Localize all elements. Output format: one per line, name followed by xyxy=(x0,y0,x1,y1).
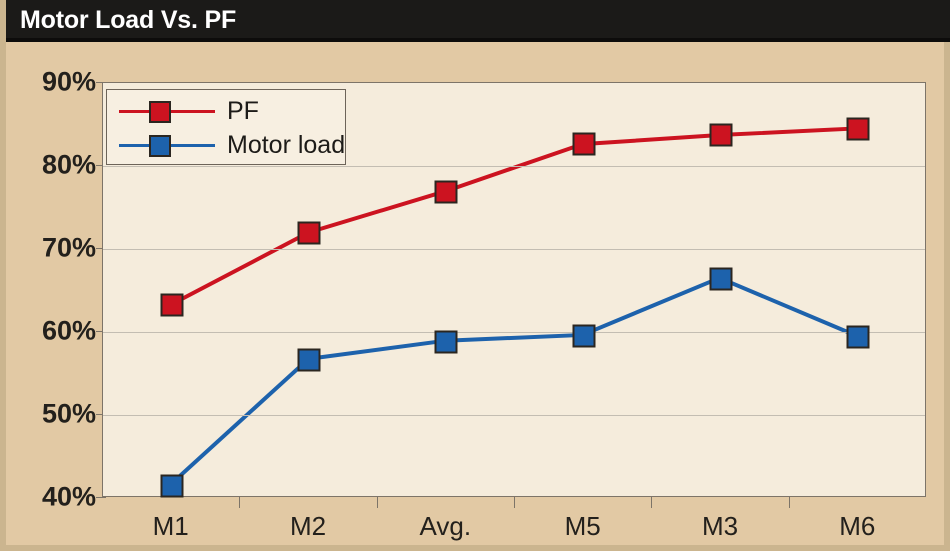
data-point-marker xyxy=(297,348,321,372)
y-axis-tick-mark xyxy=(96,82,106,83)
data-point-marker xyxy=(434,180,458,204)
legend-item-label: Motor load xyxy=(227,131,346,159)
x-axis-tick-mark xyxy=(239,497,241,508)
data-point-marker xyxy=(160,474,184,498)
gridline xyxy=(103,166,925,167)
x-axis-tick-label: M1 xyxy=(152,511,189,541)
x-axis-tick-label: Avg. xyxy=(419,511,472,541)
chart-legend: PF Motor load xyxy=(106,89,346,165)
legend-item: Motor load xyxy=(107,128,345,162)
x-axis-tick-label: M5 xyxy=(564,511,601,541)
x-axis-tick-label: M3 xyxy=(701,511,739,541)
legend-item-label: PF xyxy=(227,97,259,125)
y-axis-tick-mark xyxy=(96,165,106,166)
legend-marker-icon xyxy=(149,135,171,157)
legend-marker-icon xyxy=(149,101,171,123)
series-line xyxy=(170,126,857,307)
y-axis-tick-label: 50% xyxy=(41,398,96,429)
series-line xyxy=(170,275,858,486)
y-axis: 40% 50% 60% 70% 80% 90% xyxy=(12,67,106,512)
x-axis-tick-label: M6 xyxy=(839,511,876,541)
chart-title-bar: Motor Load Vs. PF xyxy=(6,0,950,42)
y-axis-tick-label: 90% xyxy=(41,66,96,97)
x-axis: M1 M2 Avg. M5 M3 M6 xyxy=(102,497,926,551)
series-lines xyxy=(170,126,858,486)
data-point-marker xyxy=(572,324,596,348)
gridline xyxy=(103,415,925,416)
data-point-marker xyxy=(709,123,733,147)
gridline xyxy=(103,332,925,333)
data-point-marker xyxy=(160,293,184,317)
y-axis-tick-mark xyxy=(96,414,106,415)
y-axis-tick-mark xyxy=(96,248,106,249)
x-axis-tick-label: M2 xyxy=(289,511,327,541)
y-axis-tick-mark xyxy=(96,497,106,498)
y-axis-tick-label: 80% xyxy=(41,149,96,180)
x-axis-tick-mark xyxy=(376,497,378,508)
data-point-marker xyxy=(846,117,870,141)
data-point-marker xyxy=(709,267,733,291)
legend-item: PF xyxy=(107,94,345,128)
gridline xyxy=(103,249,925,250)
x-axis-tick-mark xyxy=(788,497,790,508)
data-point-marker xyxy=(572,132,596,156)
x-axis-tick-mark xyxy=(514,497,515,508)
y-axis-tick-label: 70% xyxy=(41,232,96,263)
page-title: Motor Load Vs. PF xyxy=(20,6,237,34)
data-point-marker xyxy=(434,330,458,354)
x-axis-tick-mark xyxy=(651,497,653,508)
y-axis-tick-mark xyxy=(96,331,106,332)
y-axis-tick-label: 40% xyxy=(41,481,96,512)
y-axis-tick-label: 60% xyxy=(41,315,96,346)
data-point-marker xyxy=(846,325,870,349)
data-point-marker xyxy=(297,221,321,245)
